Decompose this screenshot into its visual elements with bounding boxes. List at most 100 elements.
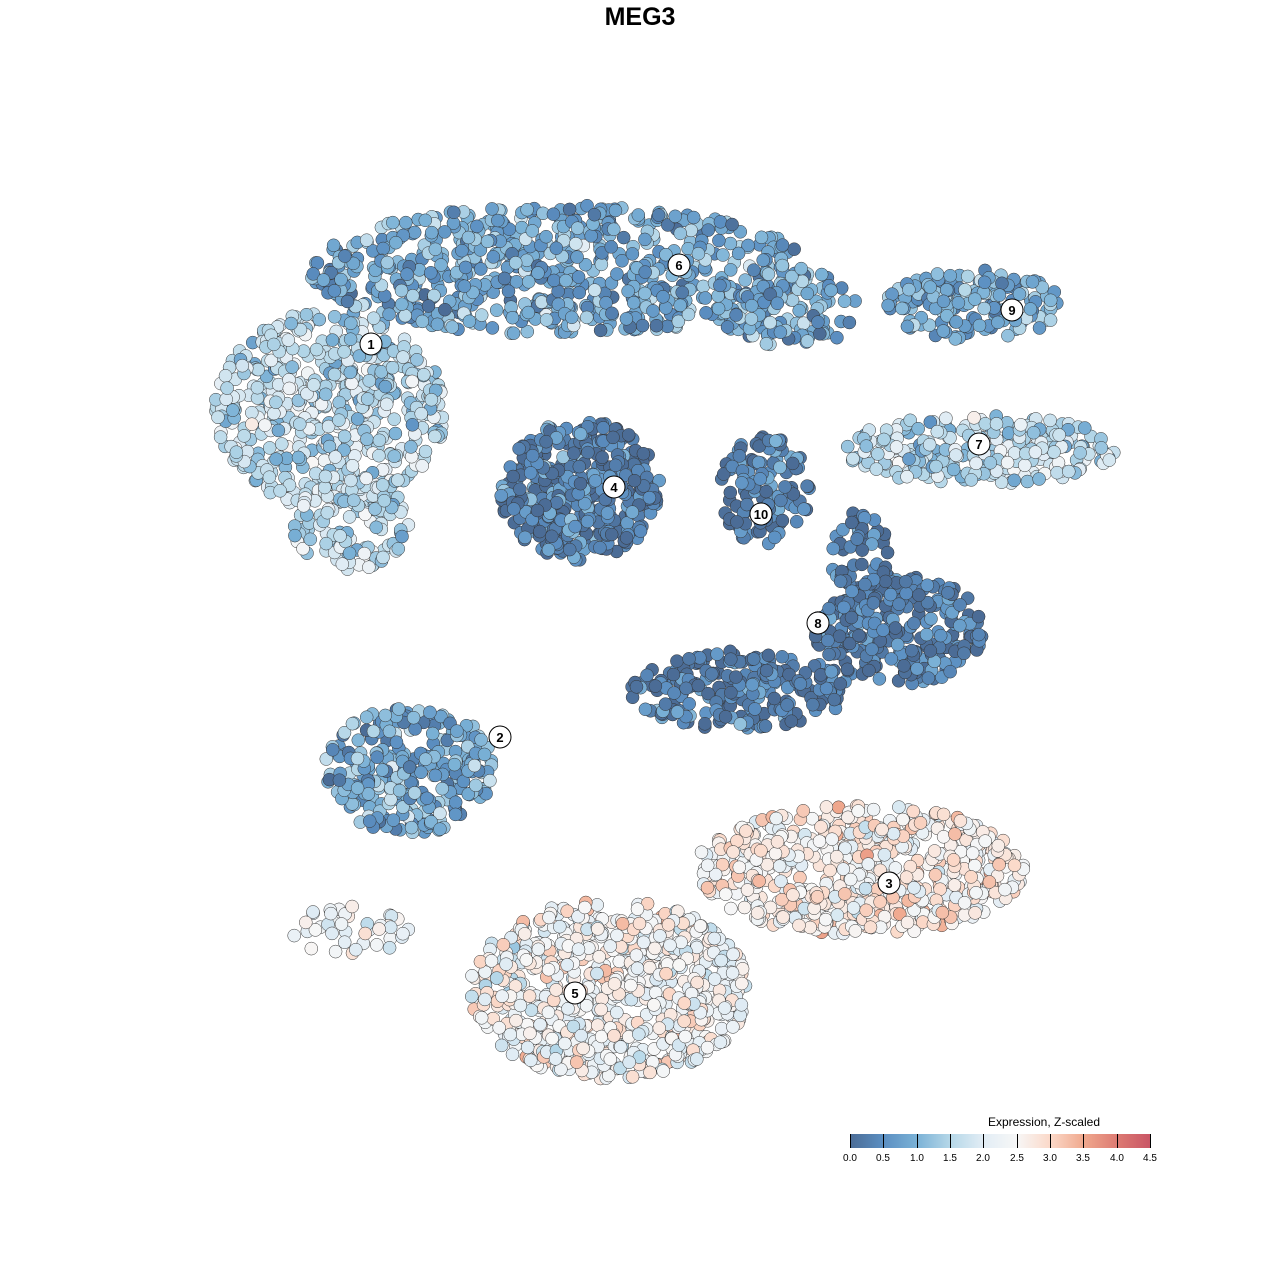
data-point — [370, 938, 384, 952]
data-point — [720, 320, 735, 334]
data-point — [465, 989, 479, 1004]
data-point — [395, 297, 409, 311]
data-point — [320, 505, 335, 520]
data-point — [509, 1013, 523, 1028]
data-point — [531, 266, 545, 280]
data-point — [670, 654, 684, 668]
data-point — [653, 929, 667, 943]
data-point — [848, 924, 863, 938]
data-point — [375, 763, 390, 777]
data-point — [622, 1055, 636, 1069]
data-point — [360, 432, 374, 446]
data-point — [625, 505, 640, 519]
data-point — [1012, 287, 1027, 301]
data-point — [775, 258, 790, 273]
data-point — [296, 499, 311, 513]
data-point — [343, 332, 358, 346]
data-point — [838, 887, 852, 901]
data-point — [1043, 293, 1058, 308]
data-point — [822, 601, 836, 616]
data-point — [505, 1047, 520, 1062]
data-point — [425, 726, 440, 741]
data-point — [344, 316, 358, 330]
data-point — [518, 530, 532, 545]
data-point — [608, 203, 623, 218]
data-point — [625, 1070, 640, 1084]
data-point — [334, 917, 349, 931]
data-point — [402, 760, 417, 774]
data-point — [299, 307, 314, 322]
cluster-label-text: 9 — [1008, 303, 1015, 318]
data-point — [865, 642, 879, 657]
data-point — [448, 807, 463, 822]
data-point — [304, 941, 319, 956]
data-point — [784, 714, 799, 728]
data-point — [752, 874, 766, 888]
data-point — [428, 242, 443, 257]
data-point — [455, 243, 469, 258]
data-point — [698, 717, 712, 731]
data-point — [930, 424, 945, 439]
data-point — [366, 724, 381, 739]
data-point — [547, 273, 561, 288]
data-point — [661, 218, 675, 232]
data-point — [924, 612, 938, 626]
data-point — [299, 915, 313, 930]
data-point — [485, 202, 499, 216]
data-point — [678, 1029, 692, 1044]
data-point — [347, 493, 361, 508]
data-point — [969, 886, 983, 900]
data-point — [281, 333, 296, 347]
data-point — [326, 238, 341, 253]
data-point — [334, 272, 348, 287]
data-point — [731, 246, 746, 261]
data-point — [747, 263, 761, 277]
data-point — [389, 235, 403, 250]
data-point — [989, 417, 1004, 431]
data-point — [700, 880, 715, 895]
data-point — [258, 418, 272, 432]
data-point — [968, 292, 982, 306]
data-point — [787, 242, 801, 256]
data-point — [362, 374, 376, 388]
data-point — [328, 944, 343, 959]
data-point — [957, 646, 971, 661]
data-point — [345, 716, 360, 731]
data-point — [604, 527, 619, 542]
data-point — [983, 456, 998, 470]
data-point — [735, 476, 749, 490]
data-point — [600, 506, 615, 520]
data-point — [399, 215, 413, 230]
data-point — [863, 920, 878, 934]
data-point — [851, 804, 865, 818]
data-point — [663, 938, 677, 953]
data-point — [269, 452, 283, 466]
data-point — [615, 254, 629, 268]
data-point — [824, 664, 839, 679]
data-point — [245, 417, 259, 431]
data-point — [559, 273, 573, 288]
data-point — [936, 324, 951, 338]
data-point — [713, 278, 727, 293]
data-point — [520, 1040, 535, 1055]
colorbar-tick — [1016, 1134, 1018, 1148]
data-point — [957, 896, 972, 910]
data-point — [375, 478, 390, 492]
data-point — [656, 290, 670, 304]
data-point — [977, 275, 992, 290]
data-point — [494, 488, 508, 503]
data-point — [407, 225, 422, 240]
data-point — [604, 240, 618, 254]
data-point — [786, 888, 800, 902]
data-point — [288, 528, 302, 543]
data-point — [337, 345, 351, 359]
data-point — [773, 325, 788, 339]
data-point — [810, 890, 825, 904]
data-point — [899, 870, 914, 884]
data-point — [477, 747, 492, 762]
data-point — [673, 298, 687, 313]
data-point — [718, 887, 733, 901]
data-point — [1047, 445, 1061, 459]
data-point — [303, 532, 318, 547]
data-point — [517, 927, 532, 941]
